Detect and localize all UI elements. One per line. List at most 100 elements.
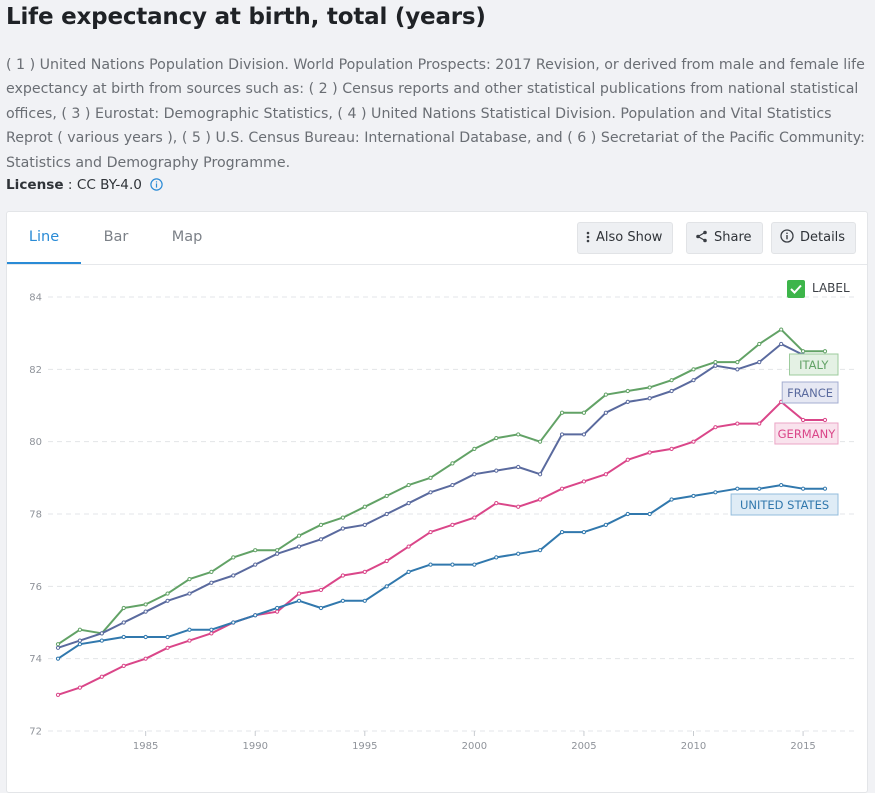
- data-point[interactable]: [538, 548, 543, 553]
- data-point[interactable]: [494, 555, 499, 560]
- data-point[interactable]: [691, 439, 696, 444]
- data-point[interactable]: [581, 479, 587, 484]
- data-point[interactable]: [603, 410, 608, 415]
- data-point[interactable]: [800, 417, 806, 423]
- data-point[interactable]: [296, 533, 302, 538]
- data-point[interactable]: [757, 341, 762, 347]
- tab-bar[interactable]: Bar: [103, 229, 129, 245]
- data-point[interactable]: [253, 548, 258, 553]
- data-point[interactable]: [581, 529, 587, 535]
- data-point[interactable]: [559, 432, 565, 437]
- data-point[interactable]: [559, 529, 565, 535]
- data-point[interactable]: [516, 551, 521, 556]
- data-point[interactable]: [450, 461, 455, 466]
- data-point[interactable]: [428, 562, 433, 567]
- data-point[interactable]: [318, 587, 324, 593]
- data-point[interactable]: [187, 577, 192, 582]
- data-point[interactable]: [384, 493, 389, 499]
- series-line-italy[interactable]: [57, 328, 825, 646]
- data-point[interactable]: [779, 341, 784, 347]
- data-point[interactable]: [757, 421, 762, 426]
- data-point[interactable]: [187, 627, 192, 632]
- data-point[interactable]: [713, 490, 718, 495]
- data-point[interactable]: [757, 360, 762, 365]
- data-point[interactable]: [231, 573, 236, 578]
- data-point[interactable]: [55, 642, 61, 647]
- data-point[interactable]: [275, 548, 280, 553]
- data-point[interactable]: [559, 486, 565, 491]
- data-point[interactable]: [406, 544, 411, 549]
- data-point[interactable]: [231, 620, 236, 625]
- data-point[interactable]: [779, 482, 784, 488]
- data-point[interactable]: [384, 558, 389, 564]
- data-point[interactable]: [516, 464, 521, 470]
- data-point[interactable]: [296, 591, 302, 596]
- data-point[interactable]: [625, 388, 630, 394]
- data-point[interactable]: [538, 472, 543, 477]
- data-point[interactable]: [406, 501, 411, 506]
- data-point[interactable]: [494, 501, 499, 506]
- data-point[interactable]: [800, 349, 806, 354]
- data-point[interactable]: [494, 468, 499, 473]
- data-point[interactable]: [691, 378, 696, 383]
- data-point[interactable]: [735, 367, 740, 372]
- data-point[interactable]: [121, 620, 126, 625]
- data-point[interactable]: [143, 609, 148, 614]
- data-point[interactable]: [275, 605, 280, 611]
- data-point[interactable]: [428, 490, 433, 495]
- data-point[interactable]: [450, 522, 455, 527]
- data-point[interactable]: [713, 363, 718, 368]
- data-point[interactable]: [647, 396, 652, 401]
- data-point[interactable]: [143, 634, 148, 640]
- also-show-button[interactable]: Also Show: [577, 222, 674, 254]
- data-point[interactable]: [472, 562, 477, 567]
- data-point[interactable]: [340, 515, 345, 520]
- series-line-germany[interactable]: [57, 400, 825, 696]
- data-point[interactable]: [472, 472, 477, 477]
- data-point[interactable]: [713, 360, 718, 365]
- data-point[interactable]: [647, 511, 652, 517]
- data-point[interactable]: [340, 598, 345, 603]
- data-point[interactable]: [55, 692, 61, 697]
- data-point[interactable]: [625, 399, 630, 404]
- series-line-united-states[interactable]: [57, 484, 825, 660]
- data-point[interactable]: [757, 486, 762, 491]
- data-point[interactable]: [669, 378, 674, 383]
- data-point[interactable]: [625, 511, 630, 517]
- data-point[interactable]: [450, 482, 455, 488]
- data-point[interactable]: [362, 522, 367, 527]
- data-point[interactable]: [603, 392, 608, 397]
- data-point[interactable]: [143, 602, 148, 607]
- tab-map[interactable]: Map: [171, 229, 203, 245]
- data-point[interactable]: [187, 638, 192, 643]
- data-point[interactable]: [77, 638, 83, 643]
- data-point[interactable]: [581, 432, 587, 437]
- data-point[interactable]: [362, 504, 367, 509]
- data-point[interactable]: [187, 591, 192, 596]
- data-point[interactable]: [296, 544, 302, 549]
- data-point[interactable]: [296, 598, 302, 603]
- data-point[interactable]: [165, 645, 170, 650]
- data-point[interactable]: [77, 685, 83, 690]
- data-point[interactable]: [603, 522, 608, 527]
- data-point[interactable]: [340, 573, 345, 578]
- data-point[interactable]: [450, 562, 455, 567]
- data-point[interactable]: [603, 472, 608, 477]
- data-point[interactable]: [472, 515, 477, 520]
- data-point[interactable]: [253, 562, 258, 567]
- data-point[interactable]: [691, 493, 696, 499]
- data-point[interactable]: [428, 475, 433, 480]
- data-point[interactable]: [538, 439, 543, 444]
- data-point[interactable]: [99, 631, 104, 636]
- share-button[interactable]: Share: [686, 222, 763, 254]
- data-point[interactable]: [77, 627, 83, 632]
- data-point[interactable]: [406, 569, 411, 574]
- data-point[interactable]: [559, 410, 565, 415]
- data-point[interactable]: [165, 634, 170, 640]
- data-point[interactable]: [822, 349, 828, 354]
- data-point[interactable]: [99, 674, 104, 679]
- data-point[interactable]: [121, 605, 126, 611]
- label-checkbox[interactable]: [787, 280, 805, 298]
- data-point[interactable]: [625, 457, 630, 462]
- data-point[interactable]: [209, 569, 214, 574]
